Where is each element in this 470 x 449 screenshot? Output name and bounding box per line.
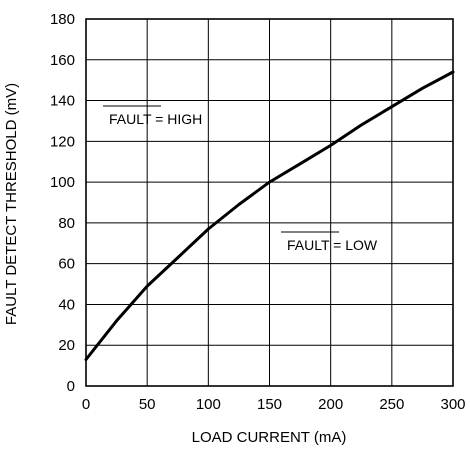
x-axis-title: LOAD CURRENT (mA) xyxy=(192,429,347,446)
x-tick-label: 250 xyxy=(379,396,404,413)
y-tick-label: 0 xyxy=(67,378,75,395)
y-tick-labels: 0 20 40 60 80 100 120 140 160 180 xyxy=(50,11,75,395)
plot-frame xyxy=(85,18,454,387)
annotation-fault-high-label: FAULT = HIGH xyxy=(109,111,202,127)
y-axis-title: FAULT DETECT THRESHOLD (mV) xyxy=(3,83,20,325)
y-tick-label: 20 xyxy=(58,337,75,354)
y-tick-label: 60 xyxy=(58,256,75,273)
y-tick-label: 40 xyxy=(58,296,75,313)
x-tick-label: 200 xyxy=(318,396,343,413)
series-line xyxy=(84,70,455,361)
x-tick-label: 100 xyxy=(196,396,221,413)
y-tick-label: 160 xyxy=(50,52,75,69)
y-tick-label: 140 xyxy=(50,93,75,110)
y-tick-label: 100 xyxy=(50,174,75,191)
x-tick-label: 50 xyxy=(139,396,156,413)
annotation-fault-low: FAULT = LOW xyxy=(281,231,378,253)
x-tick-label: 300 xyxy=(440,396,465,413)
annotation-fault-high: FAULT = HIGH xyxy=(103,105,202,127)
y-tick-label: 120 xyxy=(50,133,75,150)
annotation-fault-low-label: FAULT = LOW xyxy=(287,237,378,253)
series-layer xyxy=(84,70,455,361)
y-tick-label: 80 xyxy=(58,215,75,232)
x-tick-label: 0 xyxy=(82,396,90,413)
x-tick-labels: 0 50 100 150 200 250 300 xyxy=(82,396,466,413)
y-tick-label: 180 xyxy=(50,11,75,28)
x-tick-label: 150 xyxy=(257,396,282,413)
grid xyxy=(86,19,453,386)
